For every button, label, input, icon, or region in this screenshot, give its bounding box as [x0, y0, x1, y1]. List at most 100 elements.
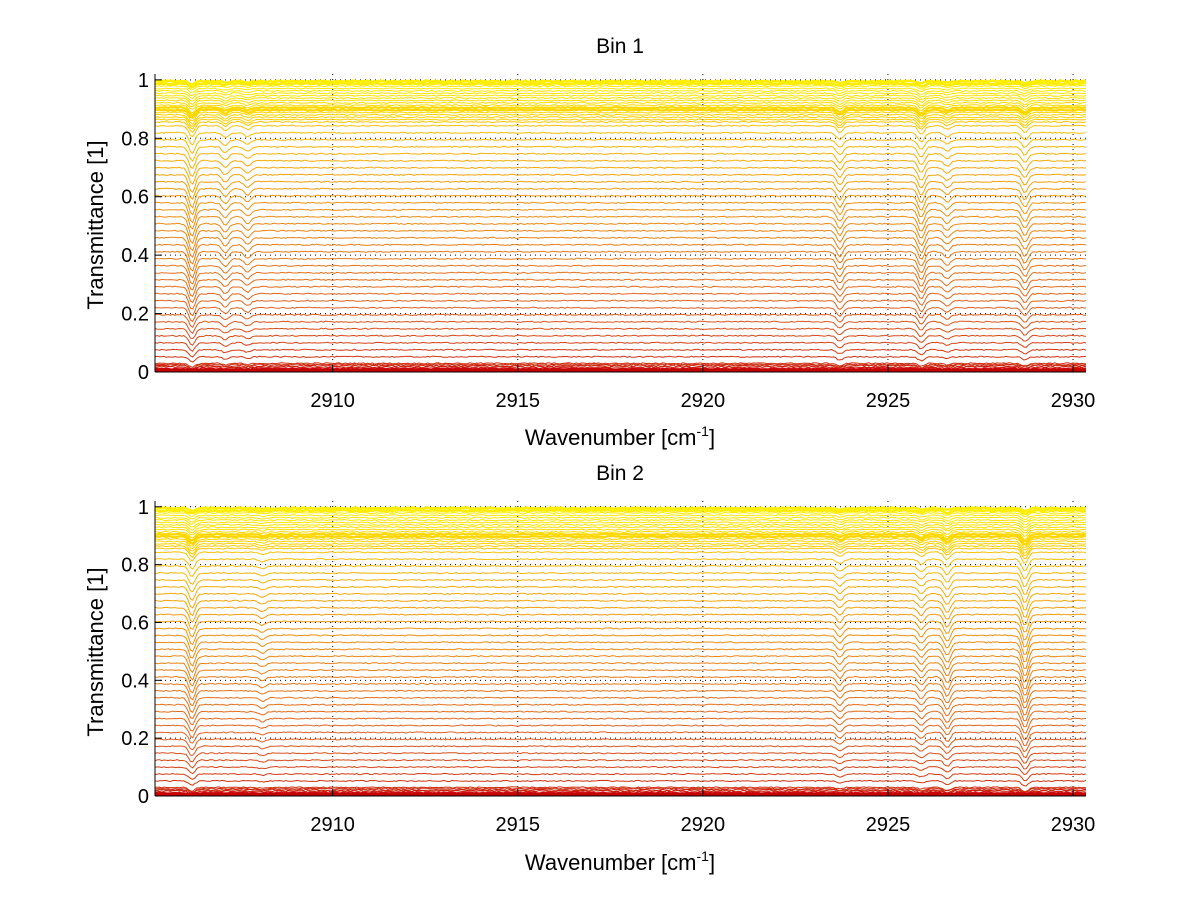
spectrum-trace [154, 120, 1087, 133]
spectrum-trace [155, 648, 1087, 669]
spectrum-trace [154, 779, 1087, 787]
spectrum-trace [154, 592, 1087, 611]
spectrum-trace [154, 292, 1087, 310]
y-tick-label: 1 [138, 497, 149, 519]
spectrum-trace [154, 523, 1087, 532]
spectrum-trace [154, 166, 1086, 185]
spectrum-trace [154, 738, 1087, 753]
spectrum-trace [154, 537, 1087, 548]
spectrum-trace [154, 327, 1087, 340]
spectrum-trace [154, 745, 1087, 759]
x-tick-label: 2925 [866, 390, 911, 412]
y-tick-label: 0.4 [121, 670, 149, 692]
spectrum-trace [154, 540, 1087, 551]
spectrum-trace [154, 571, 1087, 588]
spectrum-trace [154, 585, 1086, 604]
spectrum-trace [154, 313, 1087, 329]
spectrum-trace [154, 355, 1087, 363]
spectrum-trace [154, 787, 1087, 793]
spectrum-trace [154, 81, 1087, 89]
spectrum-trace [154, 89, 1087, 97]
x-axis-label: Wavenumber [cm-1] [525, 848, 715, 875]
spectrum-trace [155, 257, 1087, 279]
spectrum-trace [154, 87, 1087, 93]
y-tick-label: 0.4 [121, 245, 149, 267]
y-tick-label: 0.6 [121, 612, 149, 634]
spectrum-trace [154, 278, 1087, 297]
plot-bin-2: Bin 2 2910 2915 2920 2925 2930 0 0.2 0.4 0.6 0.8… [83, 462, 1095, 875]
x-tick-label: 2930 [1051, 390, 1096, 412]
spectrum-trace [154, 689, 1086, 709]
x-tick-labels: 2910 2915 2920 2925 2930 [310, 814, 1095, 836]
y-tick-label: 1 [138, 70, 149, 92]
spectrum-trace [154, 285, 1087, 304]
spectrum-trace [154, 545, 1087, 556]
spectrum-trace [154, 534, 1087, 547]
x-tick-label: 2915 [496, 814, 541, 836]
spectrum-trace [154, 613, 1087, 633]
x-tick-label: 2915 [496, 390, 541, 412]
spectrum-trace [154, 159, 1087, 178]
spectrum-trace [154, 526, 1087, 534]
spectrum-trace [154, 118, 1087, 130]
spectrum-trace [154, 194, 1087, 216]
spectrum-trace [154, 788, 1087, 795]
spectrum-trace [154, 547, 1087, 559]
spectrum-trace [154, 243, 1087, 265]
spectrum-trace [154, 641, 1087, 663]
spectrum-trace [154, 627, 1087, 648]
spectrum-trace [154, 264, 1087, 285]
spectrum-trace [154, 521, 1087, 528]
spectrum-trace [154, 682, 1086, 704]
x-tick-label: 2920 [681, 390, 726, 412]
spectrum-trace [154, 551, 1087, 564]
spectra-traces [154, 506, 1087, 797]
spectrum-trace [154, 96, 1087, 105]
spectrum-trace [154, 215, 1087, 237]
spectra-traces [154, 79, 1087, 373]
spectrum-trace [154, 564, 1087, 580]
spectrum-trace [154, 236, 1087, 258]
spectrum-trace [154, 116, 1087, 127]
spectrum-trace [154, 620, 1087, 641]
spectrum-trace [154, 724, 1087, 740]
spectrum-trace [154, 84, 1087, 90]
y-tick-label: 0.2 [121, 304, 149, 326]
spectrum-trace [154, 364, 1087, 370]
x-tick-label: 2910 [310, 814, 355, 836]
x-tick-label: 2925 [866, 814, 911, 836]
spectrum-trace [154, 578, 1087, 595]
spectrum-trace [154, 111, 1087, 122]
spectrum-trace [154, 363, 1087, 370]
spectrum-trace [154, 79, 1087, 86]
spectrum-trace [154, 365, 1087, 372]
spectrum-trace [154, 528, 1087, 537]
spectrum-trace [154, 717, 1086, 734]
spectrum-trace [154, 530, 1087, 540]
spectrum-trace [154, 341, 1087, 352]
x-tick-labels: 2910 2915 2920 2925 2930 [310, 390, 1095, 412]
y-tick-label: 0.8 [121, 555, 149, 577]
spectrum-trace [154, 668, 1087, 690]
axes [154, 74, 1086, 373]
spectrum-trace [154, 320, 1087, 335]
spectrum-trace [154, 786, 1087, 793]
y-tick-label: 0 [138, 786, 149, 808]
plot-title: Bin 2 [596, 462, 644, 485]
y-tick-labels: 0 0.2 0.4 0.6 0.8 1 [121, 497, 149, 808]
x-tick-label: 2910 [310, 390, 355, 412]
spectrum-trace [154, 334, 1087, 346]
spectrum-trace [154, 101, 1086, 110]
x-tick-label: 2930 [1051, 814, 1096, 836]
plot-bin-1: Bin 1 2910 2915 2920 2925 2930 0 0.2 0.4 0.6 0.8… [83, 35, 1095, 450]
spectrum-trace [154, 271, 1087, 291]
spectrum-trace [154, 558, 1087, 572]
spectrum-trace [154, 731, 1087, 746]
y-tick-label: 0.6 [121, 187, 149, 209]
spectrum-trace [154, 506, 1087, 513]
spectrum-trace [154, 208, 1087, 230]
y-tick-label: 0.2 [121, 728, 149, 750]
x-tick-label: 2920 [681, 814, 726, 836]
spectrum-trace [154, 99, 1086, 108]
